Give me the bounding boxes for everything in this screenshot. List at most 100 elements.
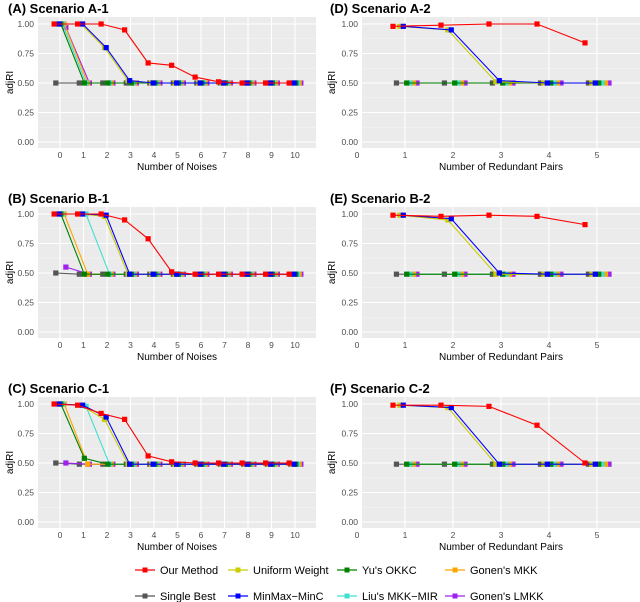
- data-point: [606, 80, 612, 86]
- data-point: [390, 212, 396, 218]
- data-point: [51, 21, 57, 27]
- data-point: [599, 80, 605, 86]
- data-point: [216, 271, 222, 277]
- legend-label: MinMax−MinC: [253, 591, 324, 602]
- x-tick-label: 6: [199, 150, 204, 160]
- y-axis-label: adjRI: [5, 261, 16, 284]
- x-tick-label: 6: [199, 530, 204, 540]
- legend-marker: [235, 567, 241, 573]
- x-tick-label: 4: [152, 530, 157, 540]
- x-tick-label: 2: [105, 340, 110, 350]
- data-point: [596, 80, 602, 86]
- panel-title: (A) Scenario A-1: [8, 1, 109, 16]
- data-point: [445, 217, 451, 223]
- data-point: [592, 461, 598, 467]
- x-tick-label: 4: [547, 530, 552, 540]
- data-point: [75, 21, 81, 27]
- x-tick-label: 9: [269, 150, 274, 160]
- data-point: [150, 271, 156, 277]
- data-point: [174, 271, 180, 277]
- data-point: [103, 414, 109, 420]
- y-tick-label: 0.25: [17, 108, 34, 118]
- data-point: [393, 80, 400, 86]
- x-tick-label: 1: [81, 340, 86, 350]
- data-point: [544, 461, 550, 467]
- data-point: [404, 461, 410, 467]
- data-point: [122, 27, 128, 33]
- y-tick-label: 0.00: [341, 517, 358, 527]
- data-point: [197, 461, 203, 467]
- data-point: [239, 460, 245, 466]
- legend-item: Gonen's LMKK: [445, 591, 544, 602]
- x-tick-label: 0: [58, 150, 63, 160]
- y-tick-label: 0.25: [341, 488, 358, 498]
- x-tick-label: 2: [105, 150, 110, 160]
- data-point: [486, 403, 492, 409]
- data-point: [544, 80, 550, 86]
- x-tick-label: 2: [105, 530, 110, 540]
- x-tick-label: 4: [547, 150, 552, 160]
- data-point: [98, 211, 104, 217]
- data-point: [486, 212, 492, 218]
- data-point: [197, 80, 203, 86]
- data-point: [53, 80, 59, 86]
- legend-item: Yu's OKKC: [337, 565, 417, 577]
- y-tick-label: 0.75: [341, 429, 358, 439]
- y-axis-label: adjRI: [327, 71, 338, 94]
- data-point: [192, 271, 198, 277]
- x-tick-label: 0: [355, 150, 360, 160]
- data-point: [80, 402, 86, 408]
- data-point: [76, 271, 82, 277]
- data-point: [393, 271, 400, 277]
- data-point: [582, 460, 588, 466]
- legend-marker: [344, 593, 350, 599]
- data-point: [438, 402, 444, 408]
- data-point: [239, 80, 245, 86]
- data-point: [493, 461, 499, 467]
- panel-2: (D) Scenario A-2 0.00 0.25 0.50 0.75 1.00 0 1 2 3…: [327, 1, 640, 173]
- y-tick-label: 0.50: [17, 78, 34, 88]
- x-tick-label: 5: [595, 530, 600, 540]
- x-tick-label: 0: [58, 340, 63, 350]
- data-point: [103, 45, 109, 51]
- x-axis-label: Number of Noises: [137, 162, 217, 173]
- x-tick-label: 8: [246, 530, 251, 540]
- data-point: [98, 21, 104, 27]
- x-tick-label: 10: [290, 530, 300, 540]
- data-point: [76, 80, 82, 86]
- x-axis-label: Number of Noises: [137, 352, 217, 363]
- x-tick-label: 8: [246, 150, 251, 160]
- data-point: [150, 80, 156, 86]
- data-point: [150, 461, 156, 467]
- data-point: [127, 271, 133, 277]
- x-tick-label: 3: [499, 340, 504, 350]
- y-tick-label: 1.00: [17, 399, 34, 409]
- legend-marker: [344, 567, 350, 573]
- data-point: [438, 213, 444, 219]
- data-point: [582, 40, 588, 46]
- data-point: [75, 402, 81, 408]
- x-tick-label: 1: [403, 340, 408, 350]
- legend-marker: [142, 593, 148, 599]
- data-point: [216, 460, 222, 466]
- legend-label: Uniform Weight: [253, 565, 329, 577]
- data-point: [291, 271, 297, 277]
- panel-4: (E) Scenario B-2 0.00 0.25 0.50 0.75 1.00 0 1 2 3…: [327, 191, 640, 363]
- data-point: [534, 422, 540, 428]
- data-point: [599, 461, 605, 467]
- data-point: [174, 80, 180, 86]
- data-point: [169, 62, 175, 68]
- data-point: [263, 80, 269, 86]
- x-tick-label: 3: [128, 340, 133, 350]
- legend-item: Liu's MKK−MIR: [337, 591, 438, 602]
- y-tick-label: 0.25: [341, 298, 358, 308]
- data-point: [286, 271, 292, 277]
- data-point: [192, 74, 198, 80]
- x-tick-label: 1: [403, 150, 408, 160]
- legend-label: Yu's OKKC: [362, 565, 417, 577]
- data-point: [122, 416, 128, 422]
- legend-item: Gonen's MKK: [445, 565, 538, 577]
- data-point: [81, 455, 87, 461]
- legend-marker: [142, 567, 148, 573]
